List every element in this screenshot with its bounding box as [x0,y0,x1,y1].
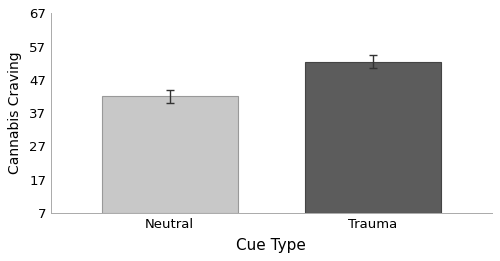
Bar [102,97,238,213]
Bar [306,62,441,213]
Y-axis label: Cannabis Craving: Cannabis Craving [8,52,22,174]
X-axis label: Cue Type: Cue Type [236,238,306,253]
